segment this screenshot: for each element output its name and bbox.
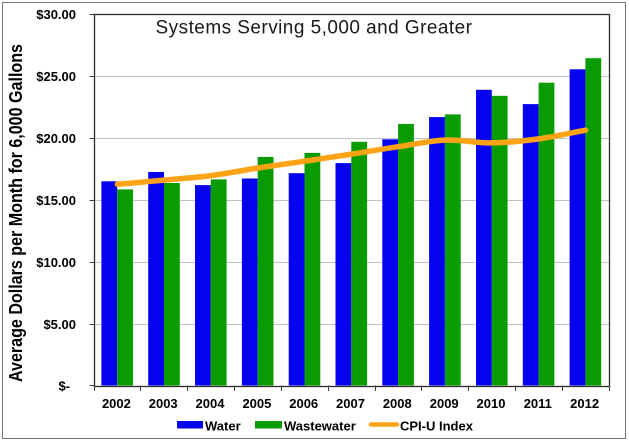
svg-text:Systems Serving 5,000 and Grea: Systems Serving 5,000 and Greater: [156, 18, 473, 39]
svg-text:2002: 2002: [102, 396, 131, 411]
svg-text:2004: 2004: [196, 396, 226, 411]
svg-text:2006: 2006: [289, 396, 318, 411]
svg-text:2003: 2003: [149, 396, 178, 411]
svg-text:$10.00: $10.00: [36, 255, 76, 270]
svg-text:2012: 2012: [570, 396, 599, 411]
svg-text:$30.00: $30.00: [36, 7, 76, 22]
svg-text:$15.00: $15.00: [36, 193, 76, 208]
svg-text:2011: 2011: [524, 396, 552, 411]
svg-text:Wastewater: Wastewater: [284, 419, 356, 434]
svg-text:2007: 2007: [336, 396, 365, 411]
svg-text:$5.00: $5.00: [43, 317, 76, 332]
svg-text:2010: 2010: [477, 396, 506, 411]
svg-text:$20.00: $20.00: [36, 131, 76, 146]
svg-text:CPI-U Index: CPI-U Index: [400, 419, 474, 434]
svg-text:Water: Water: [205, 419, 241, 434]
svg-text:2008: 2008: [383, 396, 412, 411]
svg-text:Average Dollars per Month for: Average Dollars per Month for 6,000 Gall…: [6, 44, 26, 382]
svg-text:2005: 2005: [242, 396, 271, 411]
svg-text:$25.00: $25.00: [36, 69, 76, 84]
svg-text:2009: 2009: [430, 396, 459, 411]
svg-text:$-: $-: [58, 379, 70, 394]
